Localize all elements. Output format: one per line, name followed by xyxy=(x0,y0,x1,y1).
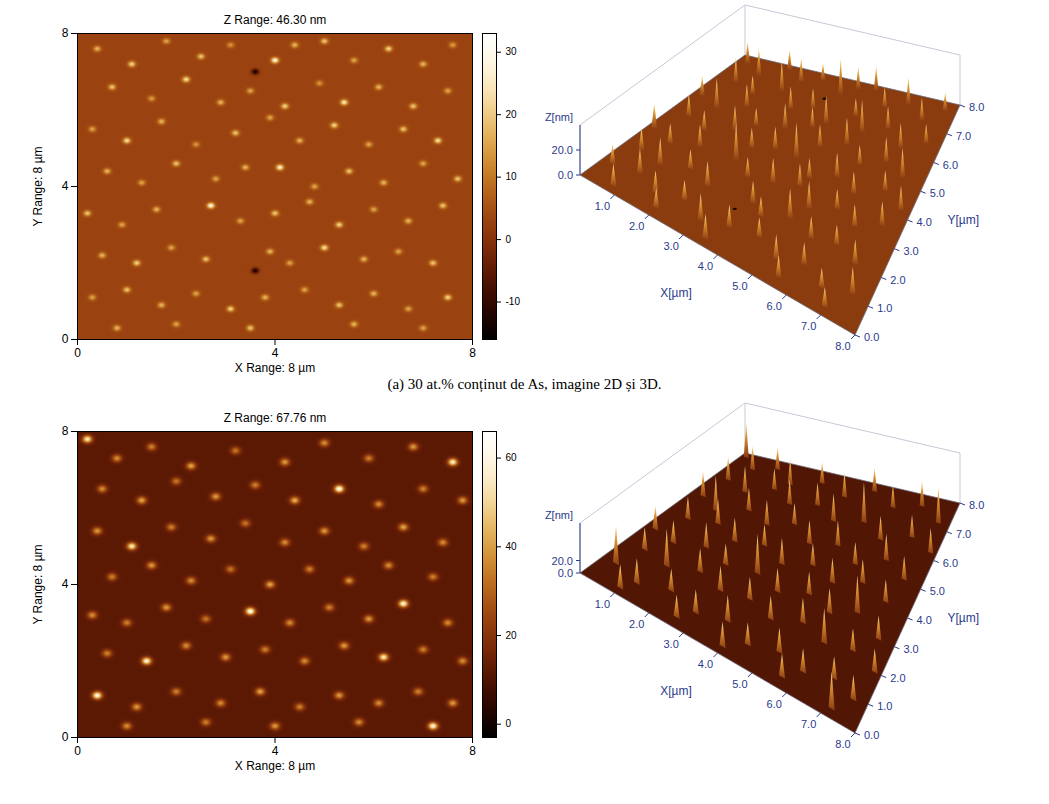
svg-text:Y Range: 8 µm: Y Range: 8 µm xyxy=(31,544,45,624)
svg-text:2.0: 2.0 xyxy=(629,618,644,630)
svg-text:Y[µm]: Y[µm] xyxy=(948,213,980,227)
svg-text:4.0: 4.0 xyxy=(698,658,713,670)
svg-text:Y[µm]: Y[µm] xyxy=(948,611,980,625)
svg-text:Z Range: 46.30 nm: Z Range: 46.30 nm xyxy=(224,13,327,27)
svg-text:6.0: 6.0 xyxy=(767,698,782,710)
svg-text:-10: -10 xyxy=(506,296,521,307)
svg-text:8.0: 8.0 xyxy=(969,101,984,113)
svg-text:3.0: 3.0 xyxy=(663,638,678,650)
svg-text:0: 0 xyxy=(506,718,512,729)
html-text:(a) 30 at.% conținut de As, im: (a) 30 at.% conținut de As, imagine 2D ș… xyxy=(387,376,662,392)
svg-text:8.0: 8.0 xyxy=(835,340,850,352)
svg-text:3.0: 3.0 xyxy=(903,643,918,655)
svg-text:8: 8 xyxy=(469,346,476,360)
svg-text:Z Range: 67.76 nm: Z Range: 67.76 nm xyxy=(224,411,327,425)
svg-text:0: 0 xyxy=(506,234,512,245)
svg-text:5.0: 5.0 xyxy=(930,187,945,199)
svg-text:3.0: 3.0 xyxy=(663,240,678,252)
svg-text:4: 4 xyxy=(272,346,279,360)
svg-text:0.0: 0.0 xyxy=(558,169,573,181)
svg-text:7.0: 7.0 xyxy=(801,320,816,332)
svg-text:8: 8 xyxy=(62,26,69,40)
svg-text:X[µm]: X[µm] xyxy=(660,684,692,698)
svg-text:8.0: 8.0 xyxy=(835,738,850,750)
svg-text:6.0: 6.0 xyxy=(943,159,958,171)
svg-text:5.0: 5.0 xyxy=(732,280,747,292)
svg-text:4: 4 xyxy=(62,179,69,193)
svg-text:1.0: 1.0 xyxy=(877,302,892,314)
svg-text:30: 30 xyxy=(506,46,518,57)
svg-text:Y Range: 8 µm: Y Range: 8 µm xyxy=(31,146,45,226)
svg-text:4.0: 4.0 xyxy=(917,216,932,228)
svg-text:Z[nm]: Z[nm] xyxy=(545,111,573,123)
svg-text:20: 20 xyxy=(506,109,518,120)
svg-text:20: 20 xyxy=(506,630,518,641)
svg-text:X[µm]: X[µm] xyxy=(660,286,692,300)
svg-text:40: 40 xyxy=(506,541,518,552)
svg-text:8: 8 xyxy=(62,424,69,438)
svg-text:0: 0 xyxy=(74,346,81,360)
svg-text:X Range: 8 µm: X Range: 8 µm xyxy=(235,361,315,375)
svg-text:1.0: 1.0 xyxy=(877,700,892,712)
svg-text:8: 8 xyxy=(469,744,476,758)
svg-text:2.0: 2.0 xyxy=(890,274,905,286)
svg-text:Z[nm]: Z[nm] xyxy=(545,509,573,521)
svg-text:0.0: 0.0 xyxy=(558,567,573,579)
svg-text:6.0: 6.0 xyxy=(943,557,958,569)
svg-text:4: 4 xyxy=(62,577,69,591)
svg-text:1.0: 1.0 xyxy=(595,598,610,610)
svg-text:7.0: 7.0 xyxy=(956,130,971,142)
svg-text:8.0: 8.0 xyxy=(969,499,984,511)
svg-text:10: 10 xyxy=(506,171,518,182)
svg-text:1.0: 1.0 xyxy=(595,200,610,212)
svg-text:20.0: 20.0 xyxy=(552,555,573,567)
svg-text:7.0: 7.0 xyxy=(801,718,816,730)
svg-text:X Range: 8 µm: X Range: 8 µm xyxy=(235,759,315,773)
svg-text:7.0: 7.0 xyxy=(956,528,971,540)
svg-text:5.0: 5.0 xyxy=(732,678,747,690)
svg-text:5.0: 5.0 xyxy=(930,585,945,597)
svg-text:0: 0 xyxy=(62,730,69,744)
svg-text:0.0: 0.0 xyxy=(864,331,879,343)
svg-text:2.0: 2.0 xyxy=(629,220,644,232)
svg-text:2.0: 2.0 xyxy=(890,672,905,684)
svg-text:6.0: 6.0 xyxy=(767,300,782,312)
svg-text:0.0: 0.0 xyxy=(864,729,879,741)
svg-text:4: 4 xyxy=(272,744,279,758)
svg-text:20.0: 20.0 xyxy=(552,144,573,156)
svg-text:60: 60 xyxy=(506,452,518,463)
svg-text:4.0: 4.0 xyxy=(917,614,932,626)
svg-text:0: 0 xyxy=(62,332,69,346)
svg-text:0: 0 xyxy=(74,744,81,758)
svg-text:4.0: 4.0 xyxy=(698,260,713,272)
svg-text:3.0: 3.0 xyxy=(903,245,918,257)
